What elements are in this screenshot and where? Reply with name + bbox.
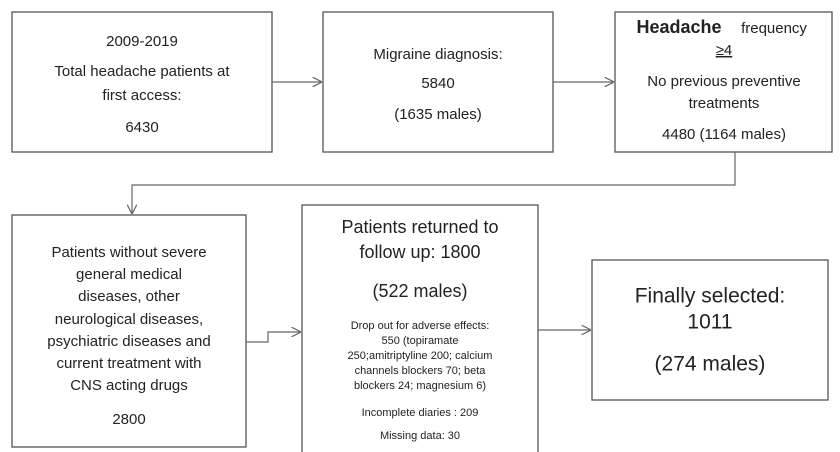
- node-text: Total headache patients at: [54, 63, 230, 80]
- box: [11, 11, 273, 153]
- node-text: Headache: [636, 17, 721, 37]
- node-text: 250;amitriptyline 200; calcium: [348, 350, 493, 362]
- node-text: Migraine diagnosis:: [373, 46, 502, 63]
- node-text: Missing data: 30: [380, 430, 460, 442]
- node-text: 1011: [687, 311, 732, 334]
- node-text: 5840: [421, 75, 454, 92]
- node-text: Patients returned to: [341, 217, 498, 237]
- node-text: (1635 males): [394, 106, 482, 123]
- box: [11, 214, 247, 448]
- node-text: 550 (topiramate: [381, 335, 458, 347]
- node-text: Patients without severe: [51, 244, 206, 261]
- box: [591, 259, 829, 401]
- node-text: blockers 24; magnesium 6): [354, 380, 486, 392]
- node-text: general medical: [76, 266, 182, 283]
- node-text: 2009-2019: [106, 33, 178, 50]
- node-text: diseases, other: [78, 288, 180, 305]
- node-text: (274 males): [655, 353, 766, 376]
- node-text: 6430: [125, 119, 158, 136]
- node-text: Finally selected:: [635, 285, 786, 308]
- node-text: 2800: [112, 411, 145, 428]
- arrow: [246, 332, 300, 343]
- node-text: neurological diseases,: [55, 311, 203, 328]
- node-text: channels blockers 70; beta: [355, 365, 487, 377]
- node-text: Drop out for adverse effects:: [351, 320, 490, 332]
- node-text: CNS acting drugs: [70, 377, 188, 394]
- node-text: ≥4: [716, 42, 733, 59]
- node-text: current treatment with: [56, 355, 201, 372]
- node-text: Incomplete diaries : 209: [362, 407, 479, 419]
- node-text: first access:: [102, 87, 181, 104]
- node-text: psychiatric diseases and: [47, 333, 210, 350]
- node-text: No previous preventive: [647, 73, 800, 90]
- node-text: treatments: [689, 95, 760, 112]
- box: [614, 11, 833, 153]
- node-text: 4480 (1164 males): [662, 126, 786, 143]
- node-text: (522 males): [372, 281, 467, 301]
- node-text: follow up: 1800: [359, 242, 480, 262]
- box: [301, 204, 539, 452]
- node-text: frequency: [741, 20, 807, 37]
- box: [322, 11, 554, 153]
- arrow: [132, 152, 736, 213]
